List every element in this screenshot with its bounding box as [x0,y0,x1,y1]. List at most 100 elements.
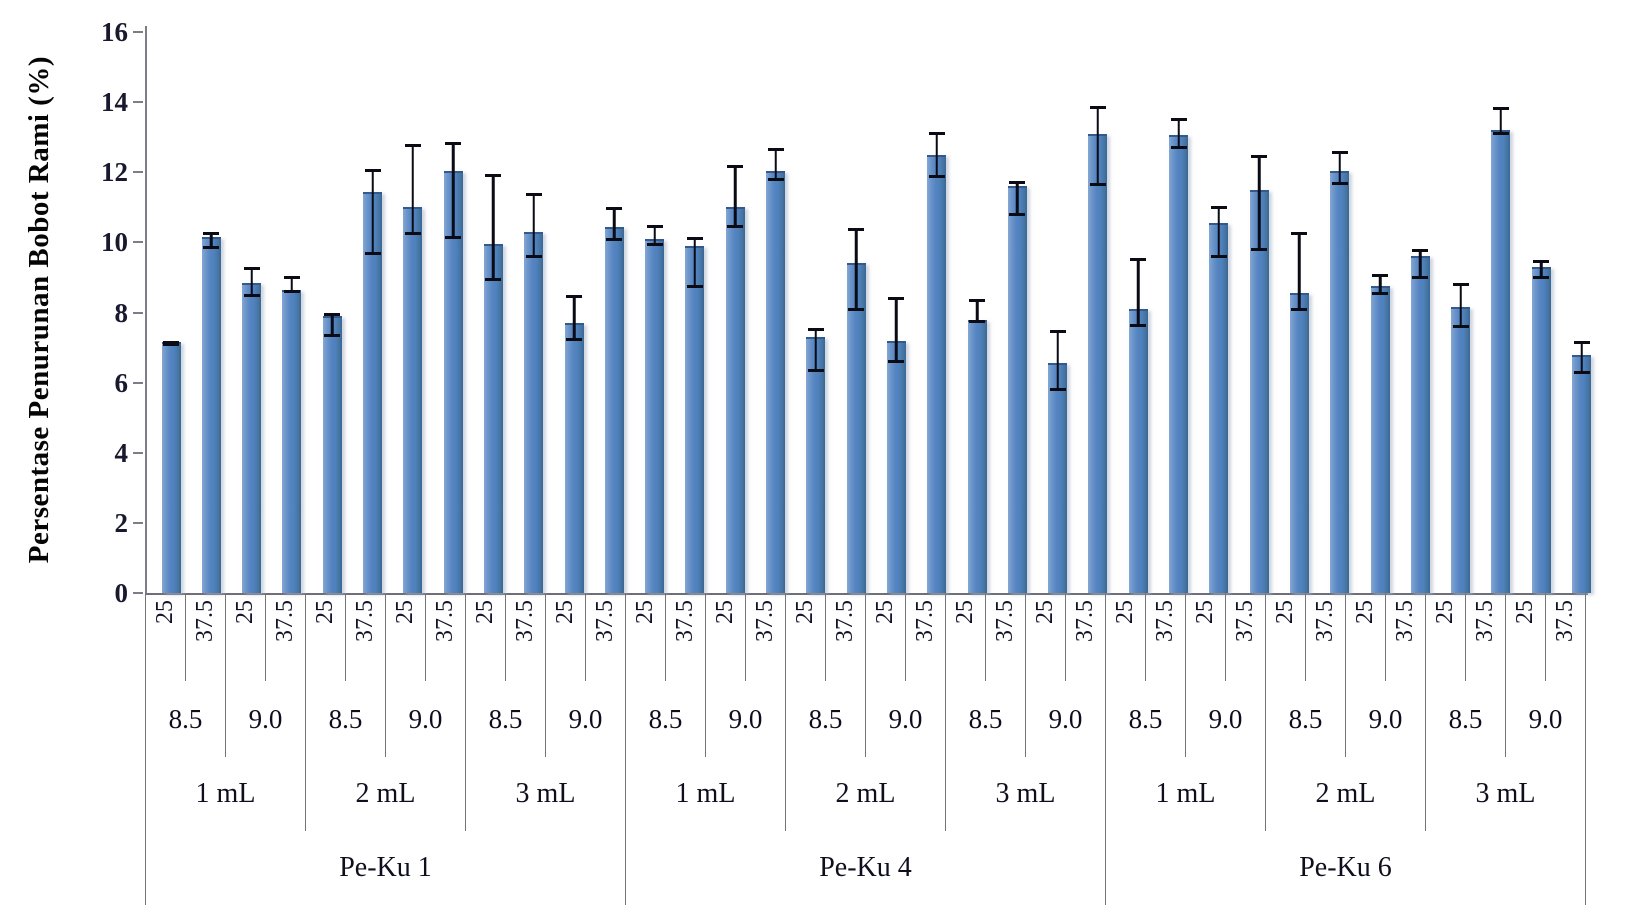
error-bar [203,231,220,250]
error-bar [686,237,703,288]
y-tick-mark [133,101,143,104]
x-label-temperature: 25 [305,593,345,681]
bar [1370,286,1390,593]
error-bar [606,207,623,241]
x-label-volume: 1 mL [1105,757,1265,831]
x-label-temperature: 37.5 [1385,593,1425,681]
x-label-ph: 8.5 [1105,681,1185,757]
x-axis-label-grid: 25 37.5 25 37.5 25 37.5 25 37.5 25 37.5 25 37.5 25 37… [145,593,1586,905]
bar [886,340,906,593]
x-label-ph: 9.0 [1185,681,1265,757]
x-label-temperature: 37.5 [825,593,865,681]
x-label-temperature-row: 25 37.5 25 37.5 25 37.5 25 37.5 25 37.5 25 37.5 25 37… [145,593,1586,681]
x-label-ph: 8.5 [945,681,1025,757]
x-label-temperature: 37.5 [1545,593,1585,681]
bar [604,226,624,593]
y-tick-label: 16 [101,17,128,47]
x-label-temperature: 37.5 [1225,593,1265,681]
x-label-temperature: 37.5 [905,593,945,681]
x-label-temperature: 25 [1265,593,1305,681]
x-label-temperature: 37.5 [585,593,625,681]
bar [1209,223,1229,593]
error-bar [1452,282,1469,329]
x-label-temperature: 37.5 [1305,593,1345,681]
x-label-ph-row: 8.5 9.0 8.5 9.0 8.5 9.0 8.5 9.0 8.5 9.0 8.5 9.0 8.5 9… [145,681,1586,757]
y-tick-mark [133,381,143,384]
error-bar [283,275,300,294]
y-tick-label: 4 [114,437,129,468]
bar [927,154,947,593]
bar [1572,354,1591,593]
y-tick-label: 10 [101,227,128,258]
error-bar [848,228,865,311]
x-label-temperature: 25 [1185,593,1225,681]
error-bar [525,193,542,259]
error-bar [1049,330,1066,392]
bar [1451,307,1471,593]
bar [524,231,544,593]
error-bar [727,165,744,229]
y-tick-mark [133,241,143,244]
x-label-volume: 2 mL [305,757,465,831]
error-bar [404,144,421,236]
y-tick-label: 12 [101,157,128,188]
x-label-strain: Pe-Ku 6 [1105,831,1585,905]
bar [483,244,503,593]
bar [1007,186,1027,593]
y-tick-mark [133,171,143,174]
x-label-strain: Pe-Ku 4 [625,831,1105,905]
x-label-temperature: 37.5 [185,593,225,681]
x-label-ph: 8.5 [305,681,385,757]
error-bar [1492,107,1509,136]
error-bar [243,266,260,297]
x-label-ph: 9.0 [225,681,305,757]
bar [1491,130,1511,593]
x-label-ph: 8.5 [625,681,705,757]
x-label-ph: 9.0 [1345,681,1425,757]
x-label-temperature: 25 [785,593,825,681]
bar [685,245,705,593]
x-label-temperature: 37.5 [345,593,385,681]
x-label-temperature: 37.5 [505,593,545,681]
x-label-temperature: 37.5 [985,593,1025,681]
x-label-temperature: 37.5 [1145,593,1185,681]
bar [967,319,987,593]
error-bar [1412,249,1429,280]
x-label-temperature: 37.5 [665,593,705,681]
x-label-temperature: 25 [945,593,985,681]
x-label-ph: 8.5 [465,681,545,757]
bar [1289,293,1309,593]
y-tick-label: 0 [114,578,129,608]
y-tick-mark [133,592,143,594]
error-bar [1009,181,1026,217]
x-label-temperature: 25 [545,593,585,681]
bar [1410,256,1430,593]
bar [564,323,584,593]
bar [201,237,221,593]
x-label-temperature: 37.5 [1465,593,1505,681]
bar [403,207,423,593]
x-label-ph: 9.0 [1505,681,1585,757]
error-bar [1089,105,1106,187]
error-bar [364,168,381,255]
x-label-temperature: 25 [1425,593,1465,681]
x-label-volume: 3 mL [945,757,1105,831]
bar [1088,133,1108,593]
x-label-temperature: 37.5 [1065,593,1105,681]
y-axis: 0 2 4 6 8 10 12 14 16 [0,17,145,608]
bar [1531,266,1551,593]
x-label-temperature: 25 [1025,593,1065,681]
x-label-ph: 9.0 [545,681,625,757]
x-label-temperature: 25 [705,593,745,681]
y-tick-mark [133,521,143,524]
error-bar [445,142,462,239]
plot-area [145,26,1591,595]
error-bar [928,131,945,178]
y-tick-label: 8 [114,297,129,328]
error-bar [1372,273,1388,295]
error-bar [888,296,905,364]
error-bar [1210,205,1227,259]
x-label-temperature: 37.5 [425,593,465,681]
x-label-temperature: 25 [1505,593,1545,681]
